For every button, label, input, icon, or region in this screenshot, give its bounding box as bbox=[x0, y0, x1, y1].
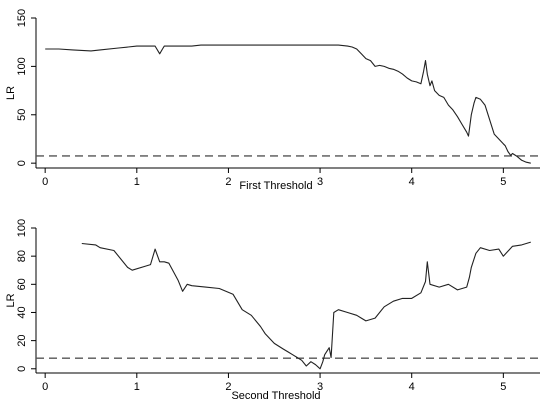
x-tick-label: 3 bbox=[317, 176, 323, 188]
y-tick-label: 100 bbox=[16, 57, 28, 75]
y-tick-label: 40 bbox=[16, 306, 28, 318]
y-tick-label: 0 bbox=[16, 366, 28, 372]
x-tick-label: 0 bbox=[42, 381, 48, 393]
y-axis-title: LR bbox=[5, 86, 17, 100]
x-tick-label: 0 bbox=[42, 176, 48, 188]
x-tick-label: 3 bbox=[317, 381, 323, 393]
x-axis-title: First Threshold bbox=[239, 180, 312, 192]
y-tick-label: 0 bbox=[16, 160, 28, 166]
y-tick-label: 100 bbox=[16, 219, 28, 237]
x-tick-label: 2 bbox=[225, 381, 231, 393]
y-axis-title: LR bbox=[5, 293, 17, 307]
y-tick-label: 50 bbox=[16, 109, 28, 121]
x-tick-label: 5 bbox=[500, 381, 506, 393]
x-tick-label: 1 bbox=[134, 381, 140, 393]
lr-series-line bbox=[81, 241, 531, 370]
x-tick-label: 2 bbox=[225, 176, 231, 188]
y-tick-label: 80 bbox=[16, 250, 28, 262]
y-tick-label: 20 bbox=[16, 334, 28, 346]
y-tick-label: 60 bbox=[16, 278, 28, 290]
second-threshold-panel: 0 20 40 60 80 100 0 1 2 3 4 5 Second Threshold LR bbox=[5, 219, 540, 402]
first-threshold-panel: 0 50 100 150 0 1 2 3 4 5 First Threshold LR bbox=[5, 9, 540, 192]
x-tick-label: 1 bbox=[134, 176, 140, 188]
lr-series-line bbox=[45, 44, 531, 164]
x-tick-label: 4 bbox=[409, 381, 415, 393]
x-tick-label: 5 bbox=[500, 176, 506, 188]
y-tick-label: 150 bbox=[16, 9, 28, 27]
x-tick-label: 4 bbox=[409, 176, 415, 188]
x-axis-title: Second Threshold bbox=[231, 390, 320, 402]
